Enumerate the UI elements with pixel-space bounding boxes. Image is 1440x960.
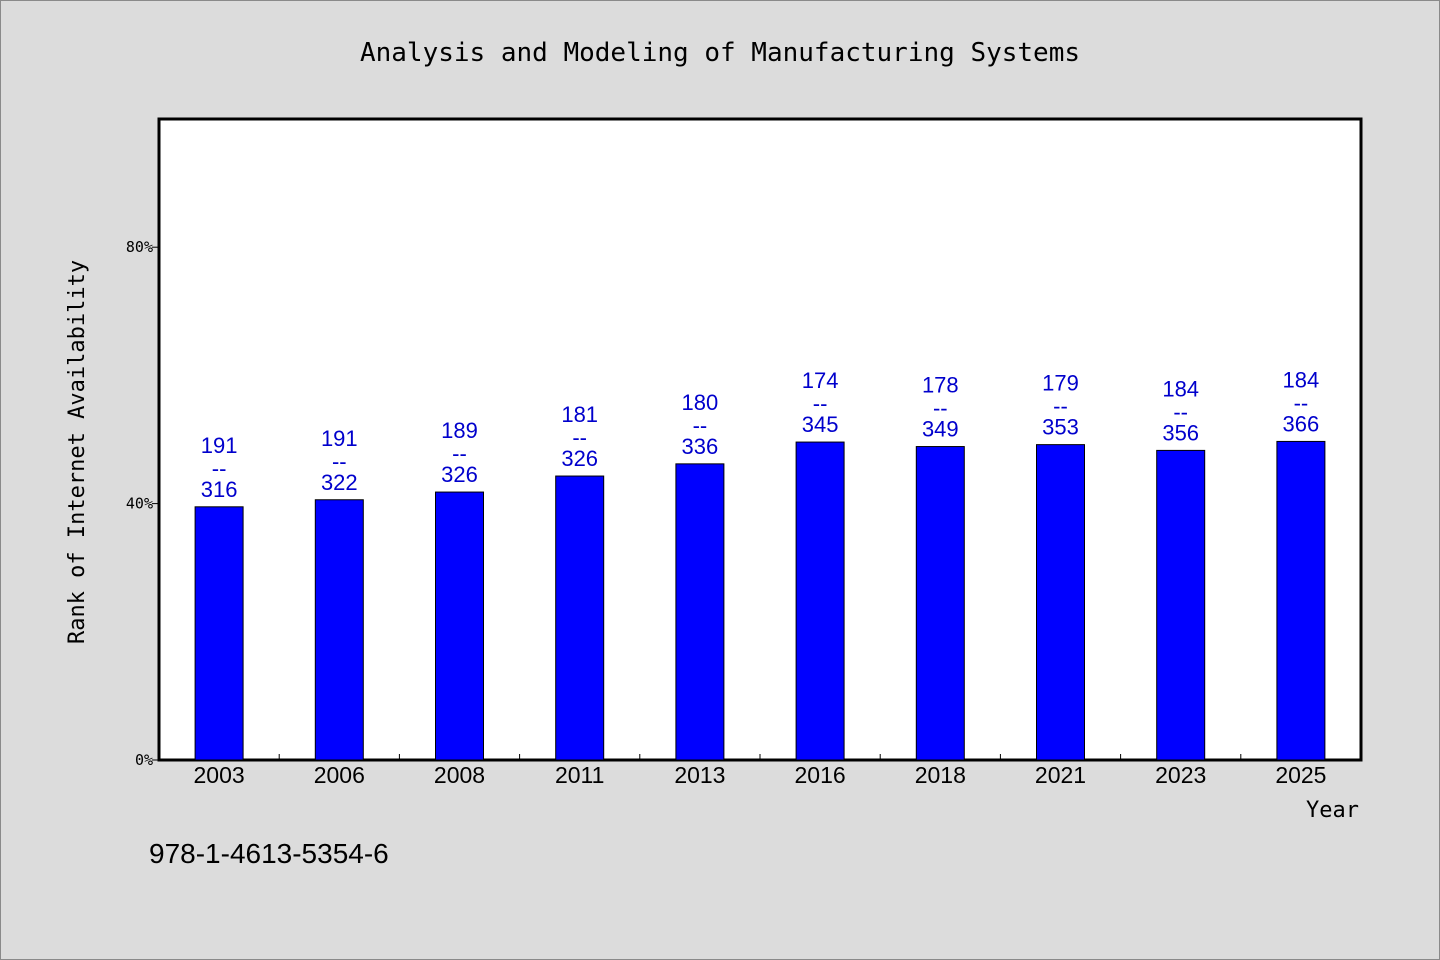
data-label-separator: -- xyxy=(452,441,467,466)
bar-2021 xyxy=(1036,444,1085,761)
isbn-footnote: 978-1-4613-5354-6 xyxy=(149,838,389,869)
bar-2006 xyxy=(314,499,364,761)
bar-2016 xyxy=(795,441,845,761)
bar-2018 xyxy=(915,446,965,761)
data-label-bottom: 345 xyxy=(802,412,839,437)
data-label-separator: -- xyxy=(1053,394,1068,419)
data-label-separator: -- xyxy=(212,456,227,481)
y-tick-label: 40% xyxy=(126,495,153,513)
x-axis: 2003 2006 2008 2011 2013 2016 2018 2021 2023 2025 xyxy=(194,754,1326,788)
data-label-top: 191 xyxy=(321,426,358,451)
bars xyxy=(194,440,1326,761)
data-label-bottom: 349 xyxy=(922,417,959,442)
data-label-bottom: 326 xyxy=(561,446,598,471)
x-tick-label: 2018 xyxy=(915,762,966,788)
data-label-bottom: 366 xyxy=(1283,411,1320,436)
data-label-bottom: 356 xyxy=(1162,420,1199,445)
data-label-separator: -- xyxy=(813,391,828,416)
data-label-top: 184 xyxy=(1162,376,1199,401)
x-tick-label: 2021 xyxy=(1035,762,1086,788)
x-tick-label: 2003 xyxy=(194,762,245,788)
y-axis: 0% 40% 80% xyxy=(126,238,159,769)
data-labels: 191--316191--322189--326181--326180--336… xyxy=(201,367,1320,501)
x-tick-label: 2011 xyxy=(555,762,604,788)
data-label-bottom: 353 xyxy=(1042,415,1079,440)
bar-2013 xyxy=(675,463,725,761)
data-label-bottom: 336 xyxy=(682,434,719,459)
x-tick-label: 2023 xyxy=(1155,762,1206,788)
data-label-bottom: 326 xyxy=(441,462,478,487)
x-tick-label: 2013 xyxy=(674,762,725,788)
data-label-top: 178 xyxy=(922,373,959,398)
data-label-separator: -- xyxy=(693,413,708,438)
x-axis-title: Year xyxy=(1306,798,1359,823)
y-tick-label: 80% xyxy=(126,238,153,256)
data-label-top: 191 xyxy=(201,433,238,458)
y-tick-label: 0% xyxy=(135,751,153,769)
data-label-top: 180 xyxy=(682,390,719,415)
data-label-bottom: 316 xyxy=(201,477,238,502)
x-tick-label: 2025 xyxy=(1275,762,1326,788)
x-tick-label: 2008 xyxy=(434,762,485,788)
data-label-top: 181 xyxy=(561,402,598,427)
x-tick-label: 2006 xyxy=(314,762,365,788)
chart-title: Analysis and Modeling of Manufacturing S… xyxy=(360,38,1080,68)
data-label-separator: -- xyxy=(332,449,347,474)
bar-2003 xyxy=(194,506,244,761)
y-axis-title: Rank of Internet Availability xyxy=(65,260,90,644)
bar-2008 xyxy=(435,491,484,761)
data-label-separator: -- xyxy=(1294,390,1309,415)
data-label-separator: -- xyxy=(1173,399,1188,424)
data-label-top: 179 xyxy=(1042,371,1079,396)
data-label-top: 189 xyxy=(441,418,478,443)
x-tick-label: 2016 xyxy=(795,762,846,788)
data-label-bottom: 322 xyxy=(321,470,358,495)
data-label-separator: -- xyxy=(572,425,587,450)
bar-2023 xyxy=(1156,449,1206,761)
data-label-top: 174 xyxy=(802,368,839,393)
bar-2011 xyxy=(555,475,605,761)
data-label-separator: -- xyxy=(933,396,948,421)
bar-2025 xyxy=(1276,440,1326,761)
data-label-top: 184 xyxy=(1283,367,1320,392)
